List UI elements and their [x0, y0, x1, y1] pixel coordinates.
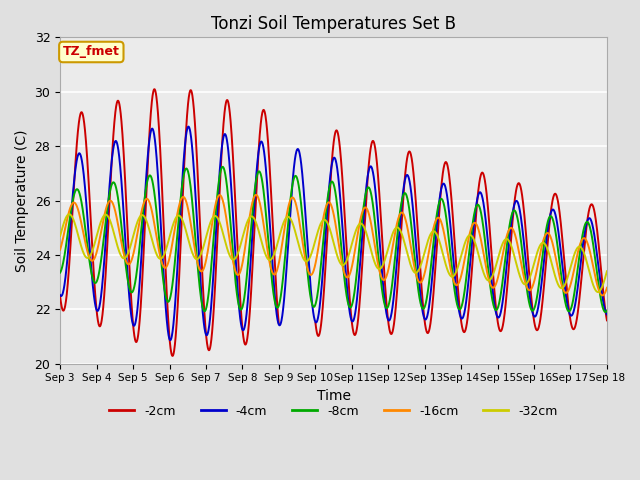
X-axis label: Time: Time [317, 389, 351, 403]
Title: Tonzi Soil Temperatures Set B: Tonzi Soil Temperatures Set B [211, 15, 456, 33]
Y-axis label: Soil Temperature (C): Soil Temperature (C) [15, 129, 29, 272]
Text: TZ_fmet: TZ_fmet [63, 46, 120, 59]
Legend: -2cm, -4cm, -8cm, -16cm, -32cm: -2cm, -4cm, -8cm, -16cm, -32cm [104, 400, 563, 423]
